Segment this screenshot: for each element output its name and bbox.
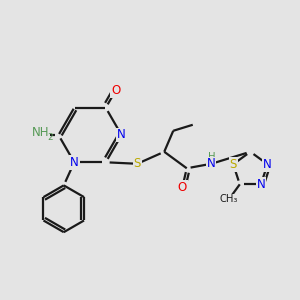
Text: O: O (178, 181, 187, 194)
Text: CH₃: CH₃ (220, 194, 238, 204)
Text: N: N (70, 156, 79, 169)
Text: S: S (134, 157, 141, 170)
Text: N: N (263, 158, 272, 171)
Text: H: H (208, 152, 215, 162)
Text: S: S (230, 158, 237, 171)
Text: N: N (256, 178, 265, 191)
Text: N: N (117, 128, 126, 142)
Text: NH: NH (32, 125, 50, 139)
Text: N: N (207, 157, 216, 170)
Text: O: O (111, 84, 120, 97)
Text: 2: 2 (47, 133, 53, 142)
